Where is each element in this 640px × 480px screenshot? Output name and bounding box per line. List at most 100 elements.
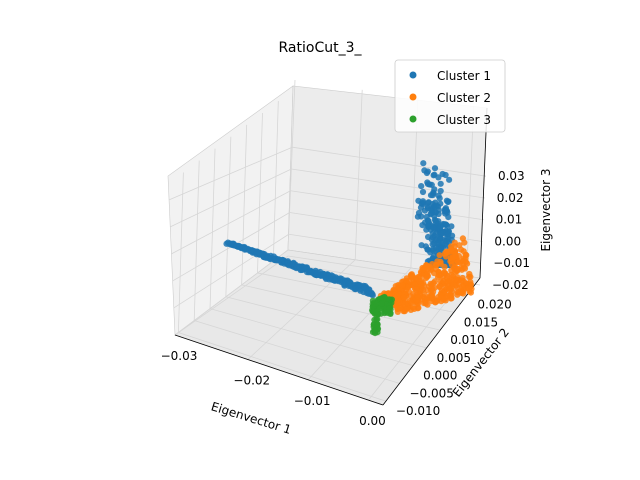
- grid-z-left-5: [168, 146, 293, 201]
- cluster-1-point: [436, 195, 443, 202]
- cluster-1-point: [419, 198, 427, 205]
- grid-y-floor-1: [194, 320, 400, 384]
- cluster-1-point: [431, 165, 439, 172]
- cluster-2-point: [416, 278, 423, 285]
- x-tick-label: −0.01: [294, 394, 331, 408]
- chart-title: RatioCut_3_: [279, 40, 363, 56]
- cluster-3-point: [370, 321, 377, 328]
- grid-z-left-1: [173, 233, 290, 309]
- y-tick-label: 0.000: [423, 369, 457, 383]
- cluster-3-point: [378, 300, 385, 307]
- cluster-1-point: [419, 222, 426, 229]
- legend-box: [394, 59, 506, 133]
- cluster-2-point: [421, 295, 428, 302]
- cluster-1-point: [444, 198, 451, 206]
- cluster-1-point: [438, 245, 445, 252]
- cluster-3-point: [373, 300, 380, 307]
- cluster-2-point: [437, 292, 444, 299]
- cluster-1-point: [435, 174, 442, 181]
- cluster-2-point: [406, 278, 413, 285]
- cluster-1-point: [429, 224, 437, 231]
- grid-z-left-3: [171, 190, 291, 255]
- cluster-1-point: [418, 242, 425, 249]
- cluster-1-point: [418, 183, 425, 190]
- cluster-2-point: [407, 293, 414, 300]
- cluster-2-point: [454, 289, 461, 296]
- cluster-1-point: [429, 230, 436, 237]
- cluster-1-point: [430, 245, 437, 252]
- grid-y-left-2: [209, 148, 216, 309]
- data-points: [223, 160, 475, 337]
- grid-y-left-6: [272, 101, 279, 262]
- z-tick-label: 0.01: [496, 213, 523, 227]
- y-axis-line: [382, 277, 481, 406]
- cluster-2-point: [399, 282, 406, 289]
- cluster-1-point: [421, 167, 428, 174]
- grid-y-left-0: [177, 172, 184, 333]
- cluster-2-point: [429, 291, 436, 299]
- cluster-2-point: [435, 272, 442, 279]
- grid-x-back-0: [287, 79, 296, 251]
- cluster-2-point: [448, 267, 455, 274]
- cluster-1-point: [424, 181, 432, 188]
- cluster-2-point: [420, 299, 427, 306]
- y-tick-label: 0.015: [464, 315, 498, 329]
- cluster-2-point: [466, 270, 473, 278]
- grid-y-floor-3: [225, 296, 427, 349]
- cluster-1-point: [424, 205, 431, 212]
- grid-x-floor-0: [174, 249, 289, 336]
- legend-marker-cluster-2: [409, 93, 417, 101]
- cluster-1-point: [425, 217, 432, 225]
- cluster-2-point: [456, 242, 463, 249]
- cluster-2-point: [458, 277, 465, 284]
- grid-x-back-3: [466, 106, 474, 277]
- cluster-2-point: [419, 266, 426, 273]
- cluster-1-point: [414, 213, 421, 220]
- grid-y-floor-2: [209, 308, 414, 367]
- cluster-3-point: [371, 328, 379, 335]
- cluster-1-point: [427, 192, 435, 199]
- cluster-1-point: [423, 226, 430, 233]
- x-tick-label: −0.02: [233, 374, 270, 388]
- cluster-1-point: [441, 241, 448, 248]
- legend-label-cluster-1: Cluster 1: [437, 69, 491, 83]
- y-tick-label: −0.005: [409, 386, 453, 400]
- grid-y-floor-5: [257, 272, 454, 313]
- cluster-2-point: [405, 283, 412, 290]
- cluster-1-point: [433, 202, 440, 209]
- cluster-1-point: [431, 212, 438, 219]
- grid-y-left-5: [257, 112, 263, 273]
- cluster-2-point: [409, 304, 417, 311]
- cluster-1-point: [437, 180, 444, 187]
- cluster-1-point: [420, 160, 427, 167]
- cluster-3-point: [386, 305, 393, 312]
- cluster-2-point: [448, 261, 455, 268]
- legend-label-cluster-2: Cluster 2: [437, 91, 491, 105]
- z-axis-label: Eigenvector 3: [539, 168, 553, 251]
- cluster-2-point: [448, 276, 455, 283]
- x-axis-label: Eigenvector 1: [209, 399, 293, 437]
- cluster-2-point: [460, 290, 467, 297]
- cluster-1-point: [432, 219, 439, 226]
- cluster-2-point: [464, 285, 471, 292]
- y-tick-label: 0.020: [477, 298, 511, 312]
- cluster-2-point: [459, 283, 466, 290]
- cluster-2-point: [452, 250, 459, 258]
- cluster-3-point: [373, 312, 380, 319]
- cluster-1-point: [434, 240, 441, 247]
- cluster-1-point: [437, 230, 444, 237]
- cluster-1-point: [445, 231, 452, 238]
- cluster-1-point: [430, 172, 437, 179]
- cluster-1-point: [442, 171, 449, 179]
- z-tick-label: −0.01: [493, 256, 530, 270]
- grid-z-back-3: [290, 190, 484, 221]
- grid-y-floor-4: [241, 284, 441, 331]
- z-axis-line: [479, 107, 488, 279]
- grid-z-back-5: [292, 146, 487, 177]
- z-tick-label: 0.02: [497, 191, 524, 205]
- z-tick-label: −0.02: [492, 278, 529, 292]
- cluster-2-point: [420, 286, 427, 293]
- cluster-2-point: [432, 265, 439, 273]
- x-tick-label: 0.00: [359, 414, 386, 428]
